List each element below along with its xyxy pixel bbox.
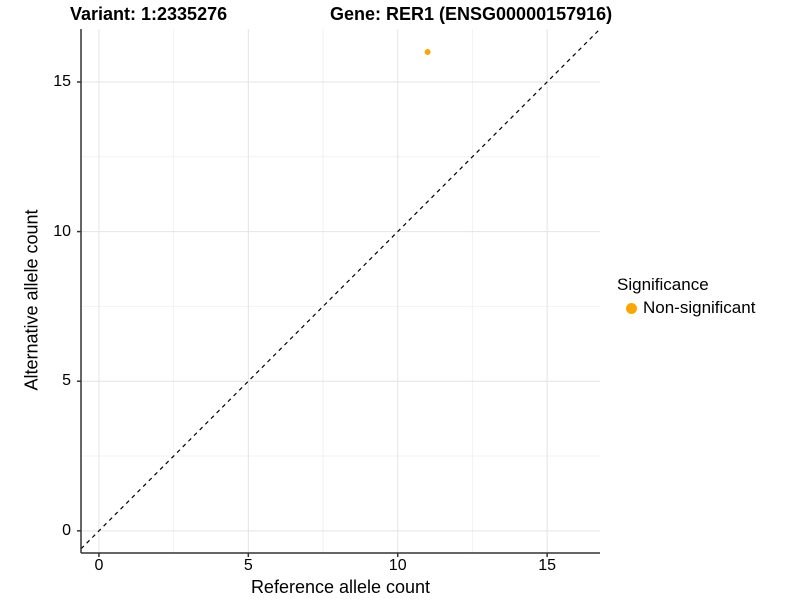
plot-panel — [77, 29, 601, 557]
x-tick-label: 15 — [538, 557, 556, 574]
data-point — [424, 49, 431, 56]
y-tick-label: 5 — [62, 372, 71, 390]
legend-entry: Non-significant — [617, 298, 755, 318]
legend: Significance Non-significant — [617, 275, 755, 318]
identity-dashed-line — [80, 29, 601, 550]
y-tick-label: 10 — [53, 222, 71, 240]
x-axis-title: Reference allele count — [250, 577, 431, 597]
y-tick-label: 0 — [62, 521, 71, 539]
plot-title-variant: Variant: 1:2335276 — [70, 4, 228, 24]
y-tick-label: 15 — [53, 72, 71, 90]
legend-title: Significance — [617, 275, 709, 294]
legend-point-icon — [626, 302, 637, 314]
legend-entries: Non-significant — [617, 298, 755, 318]
legend-entry-label: Non-significant — [643, 298, 756, 317]
x-tick-label: 0 — [94, 557, 104, 574]
x-tick-label: 5 — [243, 557, 253, 574]
plot-title-gene: Gene: RER1 (ENSG00000157916) — [330, 4, 613, 24]
x-tick-label: 10 — [388, 557, 407, 574]
